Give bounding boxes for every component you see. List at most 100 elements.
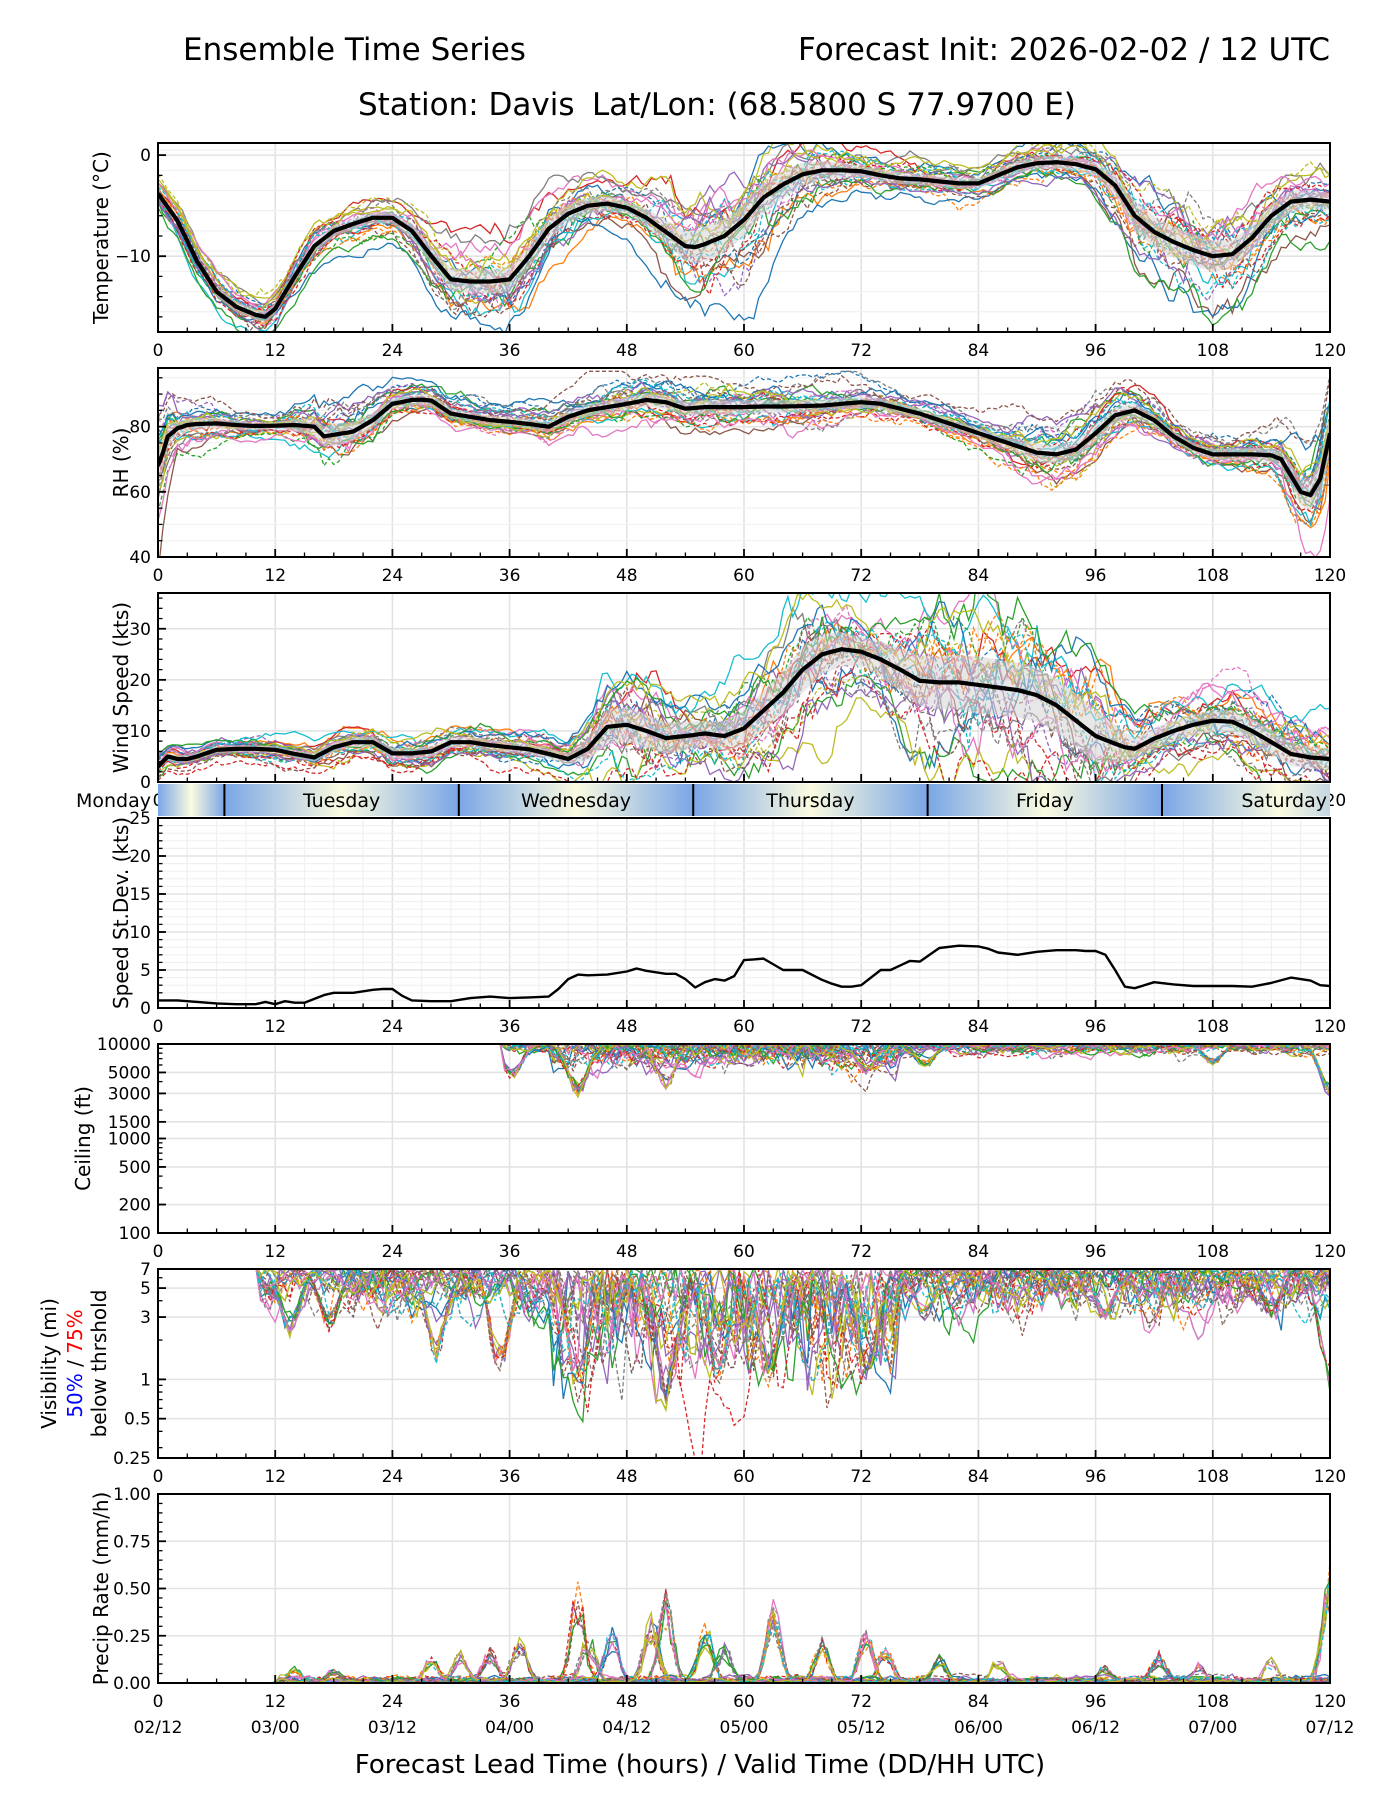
x-tick-label: 24 xyxy=(382,1242,404,1262)
x-tick-label: 24 xyxy=(382,1467,404,1487)
day-label-saturday: Saturday xyxy=(1241,790,1327,812)
x-tick-label: 36 xyxy=(499,1692,521,1712)
y-tick-label: 200 xyxy=(119,1196,151,1216)
y-tick-label: 15 xyxy=(129,885,151,905)
x-tick-label: 36 xyxy=(499,1017,521,1037)
ensemble-member-line xyxy=(256,1269,1330,1403)
x-tick-label: 120 xyxy=(1314,1017,1346,1037)
y-tick-label: 60 xyxy=(129,483,151,503)
y-tick-label: 80 xyxy=(129,418,151,438)
x-tick-label: 0 xyxy=(153,1242,164,1262)
panel-visibility: 0 12 24 36 48 60 72 84 96 108 120 0.25 0.5 1 3 57 Visibi… xyxy=(37,1260,1346,1487)
day-cell-monday xyxy=(158,784,225,816)
ensemble-member-line xyxy=(255,1269,1330,1384)
y-tick-label: 5 xyxy=(140,961,151,981)
ensemble-member-line xyxy=(256,1269,1330,1424)
x-tick-label: 60 xyxy=(733,1692,755,1712)
y-tick-label: 1.00 xyxy=(113,1485,151,1505)
x-tick-label: 84 xyxy=(968,1692,990,1712)
y-axis-label: Precip Rate (mm/h) xyxy=(89,1492,113,1686)
ensemble-member-line xyxy=(158,1572,1330,1683)
ensemble-member-line xyxy=(501,1044,1330,1091)
x-tick-label-date: 02/12 xyxy=(134,1718,183,1738)
plot-area xyxy=(158,593,1330,782)
panel-ceiling: 0 12 24 36 48 60 72 84 96 108 120 100 200 500 10001500… xyxy=(71,1035,1346,1262)
ensemble-mean-line xyxy=(158,647,1330,769)
ensemble-member-line xyxy=(158,661,1330,782)
y-tick-label: 10 xyxy=(129,923,151,943)
gridlines xyxy=(157,1493,1331,1684)
x-tick-label-date: 06/00 xyxy=(954,1718,1003,1738)
y-tick-label: 10 xyxy=(129,722,151,742)
ensemble-member-line xyxy=(256,1269,1330,1413)
y-axis-label: Visibility (mi) xyxy=(37,1298,61,1429)
x-tick-label: 0 xyxy=(153,341,164,361)
y-tick-label: 20 xyxy=(129,671,151,691)
x-tick-label: 60 xyxy=(733,1467,755,1487)
y-axis-label: Temperature (°C) xyxy=(89,151,113,325)
y-tick-label: −10 xyxy=(115,247,151,267)
day-cell-thursday xyxy=(693,784,928,816)
x-tick-label: 84 xyxy=(968,1242,990,1262)
x-tick-label: 60 xyxy=(733,341,755,361)
x-tick-label: 84 xyxy=(968,1467,990,1487)
y-tick-label: 0.75 xyxy=(113,1532,151,1552)
ensemble-member-line xyxy=(158,611,1330,769)
plot-area xyxy=(255,1269,1330,1458)
y-tick-label: 0.25 xyxy=(113,1449,151,1469)
x-axis-label: Forecast Lead Time (hours) / Valid Time … xyxy=(355,1750,1045,1780)
x-tick-label-date: 05/00 xyxy=(720,1718,769,1738)
x-tick-label: 96 xyxy=(1085,566,1107,586)
y-tick-label: 0 xyxy=(140,146,151,166)
x-tick-label: 24 xyxy=(382,341,404,361)
ensemble-member-line xyxy=(500,1044,1325,1071)
ensemble-mean-line xyxy=(158,160,1330,319)
ensemble-member-line xyxy=(158,625,1330,782)
day-label-wednesday: Wednesday xyxy=(521,790,631,812)
panel-precip-rate: 0 02/12 12 03/00 24 03/12 36 04/00 48 04/12 60 05/0… xyxy=(89,1485,1355,1780)
ensemble-member-line xyxy=(499,1044,1330,1091)
x-tick-label: 12 xyxy=(264,341,286,361)
y-tick-label: 0.00 xyxy=(113,1674,151,1694)
ensemble-member-line xyxy=(255,1269,1330,1385)
threshold-separator: / xyxy=(63,1354,87,1373)
x-tick-label: 12 xyxy=(264,1467,286,1487)
figure-title: Ensemble Time Series xyxy=(183,32,526,68)
ensemble-member-line xyxy=(158,151,1330,320)
ensemble-member-line xyxy=(158,1592,1330,1683)
x-tick-label: 24 xyxy=(382,1692,404,1712)
x-tick-label: 0 xyxy=(153,1467,164,1487)
x-tick-label: 96 xyxy=(1085,1017,1107,1037)
x-tick-label: 60 xyxy=(733,566,755,586)
x-tick-label: 84 xyxy=(968,566,990,586)
y-tick-label: 500 xyxy=(119,1158,151,1178)
x-tick-label: 12 xyxy=(264,1692,286,1712)
ensemble-member-line xyxy=(256,1269,1330,1402)
ensemble-member-line xyxy=(158,627,1330,782)
x-tick-label: 96 xyxy=(1085,1467,1107,1487)
ensemble-member-line xyxy=(500,1044,1330,1067)
y-tick-label: 1 xyxy=(140,1370,151,1390)
ensemble-member-line xyxy=(158,143,1330,298)
y-tick-label: 0 xyxy=(140,999,151,1019)
x-tick-label: 48 xyxy=(616,1242,638,1262)
ensemble-member-line xyxy=(158,172,1330,332)
station-latlon: Lat/Lon: (68.5800 S 77.9700 E) xyxy=(592,87,1076,123)
y-tick-label: 0.25 xyxy=(113,1627,151,1647)
day-label-monday: Monday xyxy=(76,790,151,812)
x-tick-label-date: 03/12 xyxy=(368,1718,417,1738)
x-tick-label: 84 xyxy=(968,341,990,361)
x-tick-label: 36 xyxy=(499,1467,521,1487)
ensemble-mean-line xyxy=(158,397,1330,498)
ensemble-member-line xyxy=(499,1044,1330,1089)
x-tick-label-date: 03/00 xyxy=(251,1718,300,1738)
x-tick-label: 72 xyxy=(850,566,872,586)
x-tick-label: 108 xyxy=(1197,341,1229,361)
ensemble-member-line xyxy=(158,370,1330,447)
x-tick-label-date: 07/12 xyxy=(1306,1718,1355,1738)
x-tick-label: 36 xyxy=(499,341,521,361)
threshold-75-label: 75% xyxy=(63,1309,87,1353)
x-tick-label: 96 xyxy=(1085,1242,1107,1262)
